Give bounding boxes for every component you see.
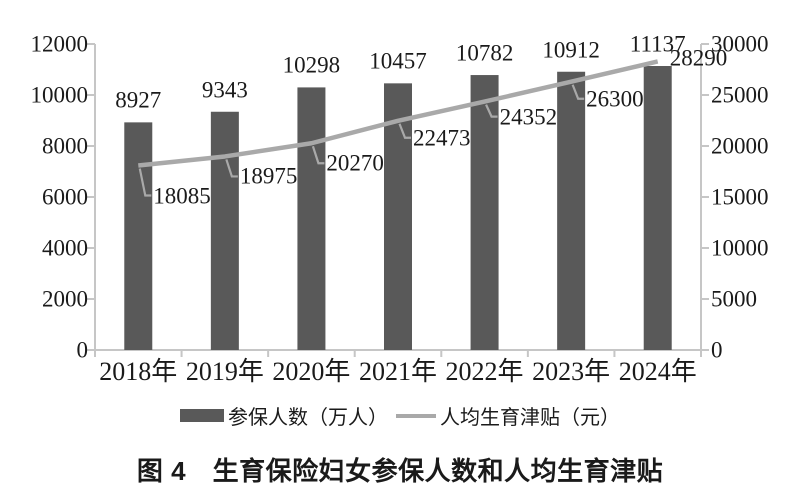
legend-bar-swatch-icon: [180, 409, 224, 422]
legend-line-swatch-icon: [396, 413, 436, 418]
bar-2018年: [124, 122, 153, 350]
figure-caption: 图 4 生育保险妇女参保人数和人均生育津贴: [136, 456, 664, 486]
bar-2024年: [643, 66, 672, 350]
bar-2019年: [210, 111, 239, 350]
leader-line: [485, 104, 498, 118]
leader-line: [311, 145, 325, 165]
legend: 参保人数（万人） 人均生育津贴（元）: [0, 401, 800, 430]
bar-2022年: [470, 75, 499, 351]
line-series: [138, 59, 659, 168]
leader-line: [571, 84, 585, 100]
leader-line: [225, 159, 238, 178]
leader-line: [138, 168, 152, 197]
bar-2023年: [557, 71, 586, 350]
legend-bar-label: 参保人数（万人）: [228, 407, 388, 429]
legend-line-label: 人均生育津贴（元）: [440, 407, 620, 429]
leader-line: [398, 123, 411, 139]
bar-2021年: [384, 83, 412, 350]
bar-2020年: [297, 87, 326, 350]
